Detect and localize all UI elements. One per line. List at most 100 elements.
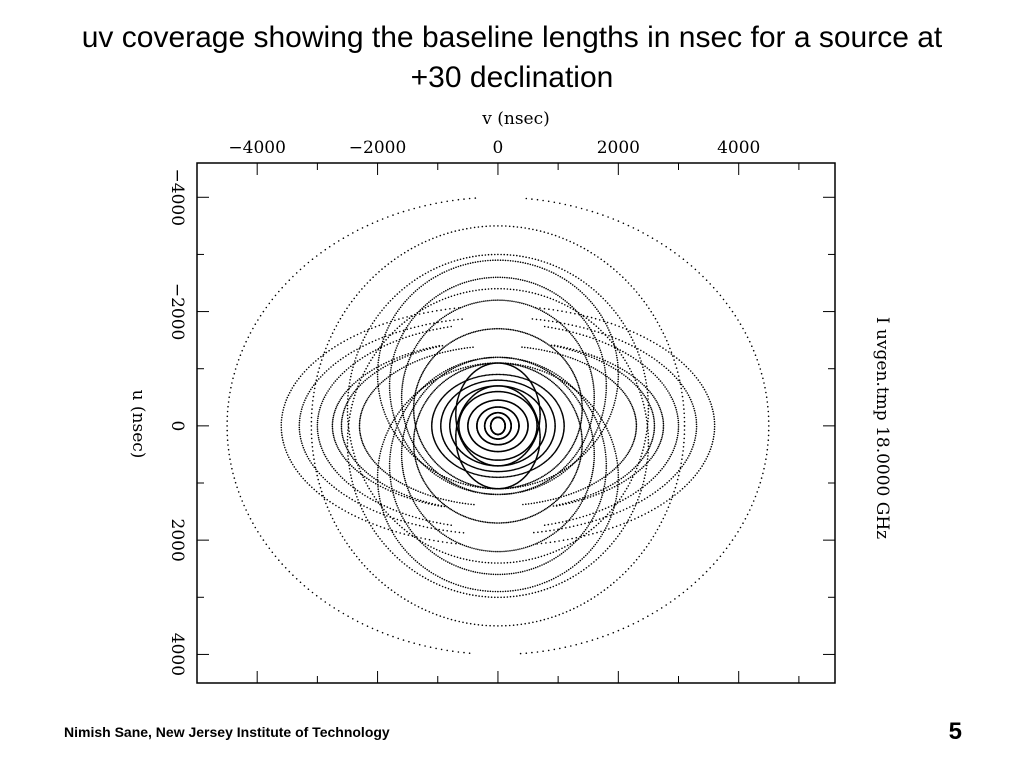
uv-point bbox=[393, 591, 396, 594]
uv-point bbox=[332, 364, 335, 366]
uv-point bbox=[280, 421, 283, 424]
uv-point bbox=[431, 551, 434, 554]
uv-point bbox=[407, 600, 409, 602]
uv-point bbox=[551, 371, 553, 373]
uv-point bbox=[334, 346, 336, 348]
uv-point bbox=[612, 363, 614, 366]
uv-point bbox=[433, 460, 436, 462]
uv-point bbox=[490, 521, 492, 524]
uv-point bbox=[399, 330, 401, 333]
uv-point bbox=[421, 393, 424, 395]
uv-point bbox=[409, 451, 412, 454]
uv-point bbox=[418, 310, 420, 313]
uv-point bbox=[446, 200, 449, 203]
uv-point bbox=[380, 448, 383, 450]
uv-point bbox=[580, 315, 583, 318]
uv-point bbox=[597, 345, 600, 347]
uv-point bbox=[591, 444, 594, 447]
uv-point bbox=[429, 384, 432, 386]
uv-point bbox=[577, 312, 580, 315]
uv-point bbox=[705, 391, 707, 393]
uv-point bbox=[639, 362, 642, 364]
uv-point bbox=[406, 328, 409, 331]
uv-point bbox=[538, 308, 540, 311]
uv-point bbox=[765, 391, 767, 394]
uv-point bbox=[410, 496, 413, 499]
uv-point bbox=[628, 378, 631, 381]
uv-point bbox=[669, 371, 672, 374]
uv-point bbox=[403, 493, 406, 496]
uv-point bbox=[537, 512, 540, 514]
uv-point bbox=[409, 436, 411, 438]
uv-point bbox=[385, 361, 388, 364]
uv-point bbox=[373, 319, 376, 322]
uv-point bbox=[311, 404, 314, 406]
uv-point bbox=[502, 590, 504, 593]
uv-point bbox=[563, 382, 565, 385]
uv-point bbox=[428, 538, 431, 541]
uv-point bbox=[401, 334, 403, 337]
uv-point bbox=[358, 385, 360, 388]
uv-point bbox=[565, 348, 568, 350]
uv-point bbox=[357, 517, 360, 519]
uv-point bbox=[385, 377, 388, 380]
uv-point bbox=[477, 548, 479, 551]
uv-point bbox=[561, 310, 563, 313]
uv-point bbox=[677, 379, 679, 382]
uv-point bbox=[555, 273, 557, 276]
uv-point bbox=[652, 477, 655, 480]
uv-point bbox=[339, 450, 341, 453]
uv-point bbox=[422, 405, 425, 407]
uv-point bbox=[569, 240, 571, 243]
uv-point bbox=[440, 505, 443, 507]
uv-point bbox=[424, 517, 426, 519]
uv-point bbox=[624, 359, 626, 362]
uv-point bbox=[499, 550, 501, 553]
uv-point bbox=[448, 372, 450, 374]
uv-point bbox=[589, 422, 592, 425]
uv-point bbox=[606, 513, 609, 516]
uv-point bbox=[610, 584, 612, 586]
uv-point bbox=[350, 474, 352, 476]
uv-point bbox=[483, 363, 485, 365]
uv-point bbox=[519, 594, 521, 597]
uv-point bbox=[483, 572, 486, 575]
uv-point bbox=[642, 483, 644, 486]
uv-point bbox=[584, 451, 587, 454]
uv-point bbox=[588, 285, 590, 287]
uv-point bbox=[424, 307, 427, 309]
uv-point bbox=[354, 394, 356, 397]
uv-point bbox=[421, 501, 424, 503]
uv-point bbox=[413, 453, 416, 456]
uv-point bbox=[338, 400, 341, 403]
uv-point bbox=[431, 467, 433, 469]
uv-point bbox=[594, 409, 597, 411]
uv-point bbox=[443, 291, 445, 293]
uv-point bbox=[437, 540, 440, 542]
uv-point bbox=[561, 329, 564, 331]
uv-point bbox=[404, 422, 407, 425]
uv-point bbox=[406, 445, 409, 447]
uv-point bbox=[555, 497, 557, 500]
uv-point bbox=[335, 325, 338, 327]
uv-point bbox=[416, 561, 419, 563]
uv-point bbox=[372, 523, 374, 525]
uv-point bbox=[441, 320, 443, 323]
uv-point bbox=[458, 513, 460, 515]
uv-point bbox=[404, 479, 407, 482]
uv-point bbox=[708, 450, 711, 453]
uv-point bbox=[627, 496, 630, 498]
uv-point bbox=[447, 561, 449, 563]
uv-point bbox=[645, 433, 648, 436]
uv-point bbox=[454, 309, 456, 312]
uv-point bbox=[371, 527, 374, 530]
uv-point bbox=[367, 452, 369, 455]
uv-point bbox=[407, 534, 410, 536]
uv-point bbox=[610, 265, 612, 268]
uv-point bbox=[341, 535, 344, 538]
uv-point bbox=[611, 408, 614, 411]
uv-point bbox=[410, 319, 413, 322]
uv-point bbox=[378, 271, 380, 273]
uv-point bbox=[613, 581, 615, 584]
uv-point bbox=[606, 336, 609, 339]
